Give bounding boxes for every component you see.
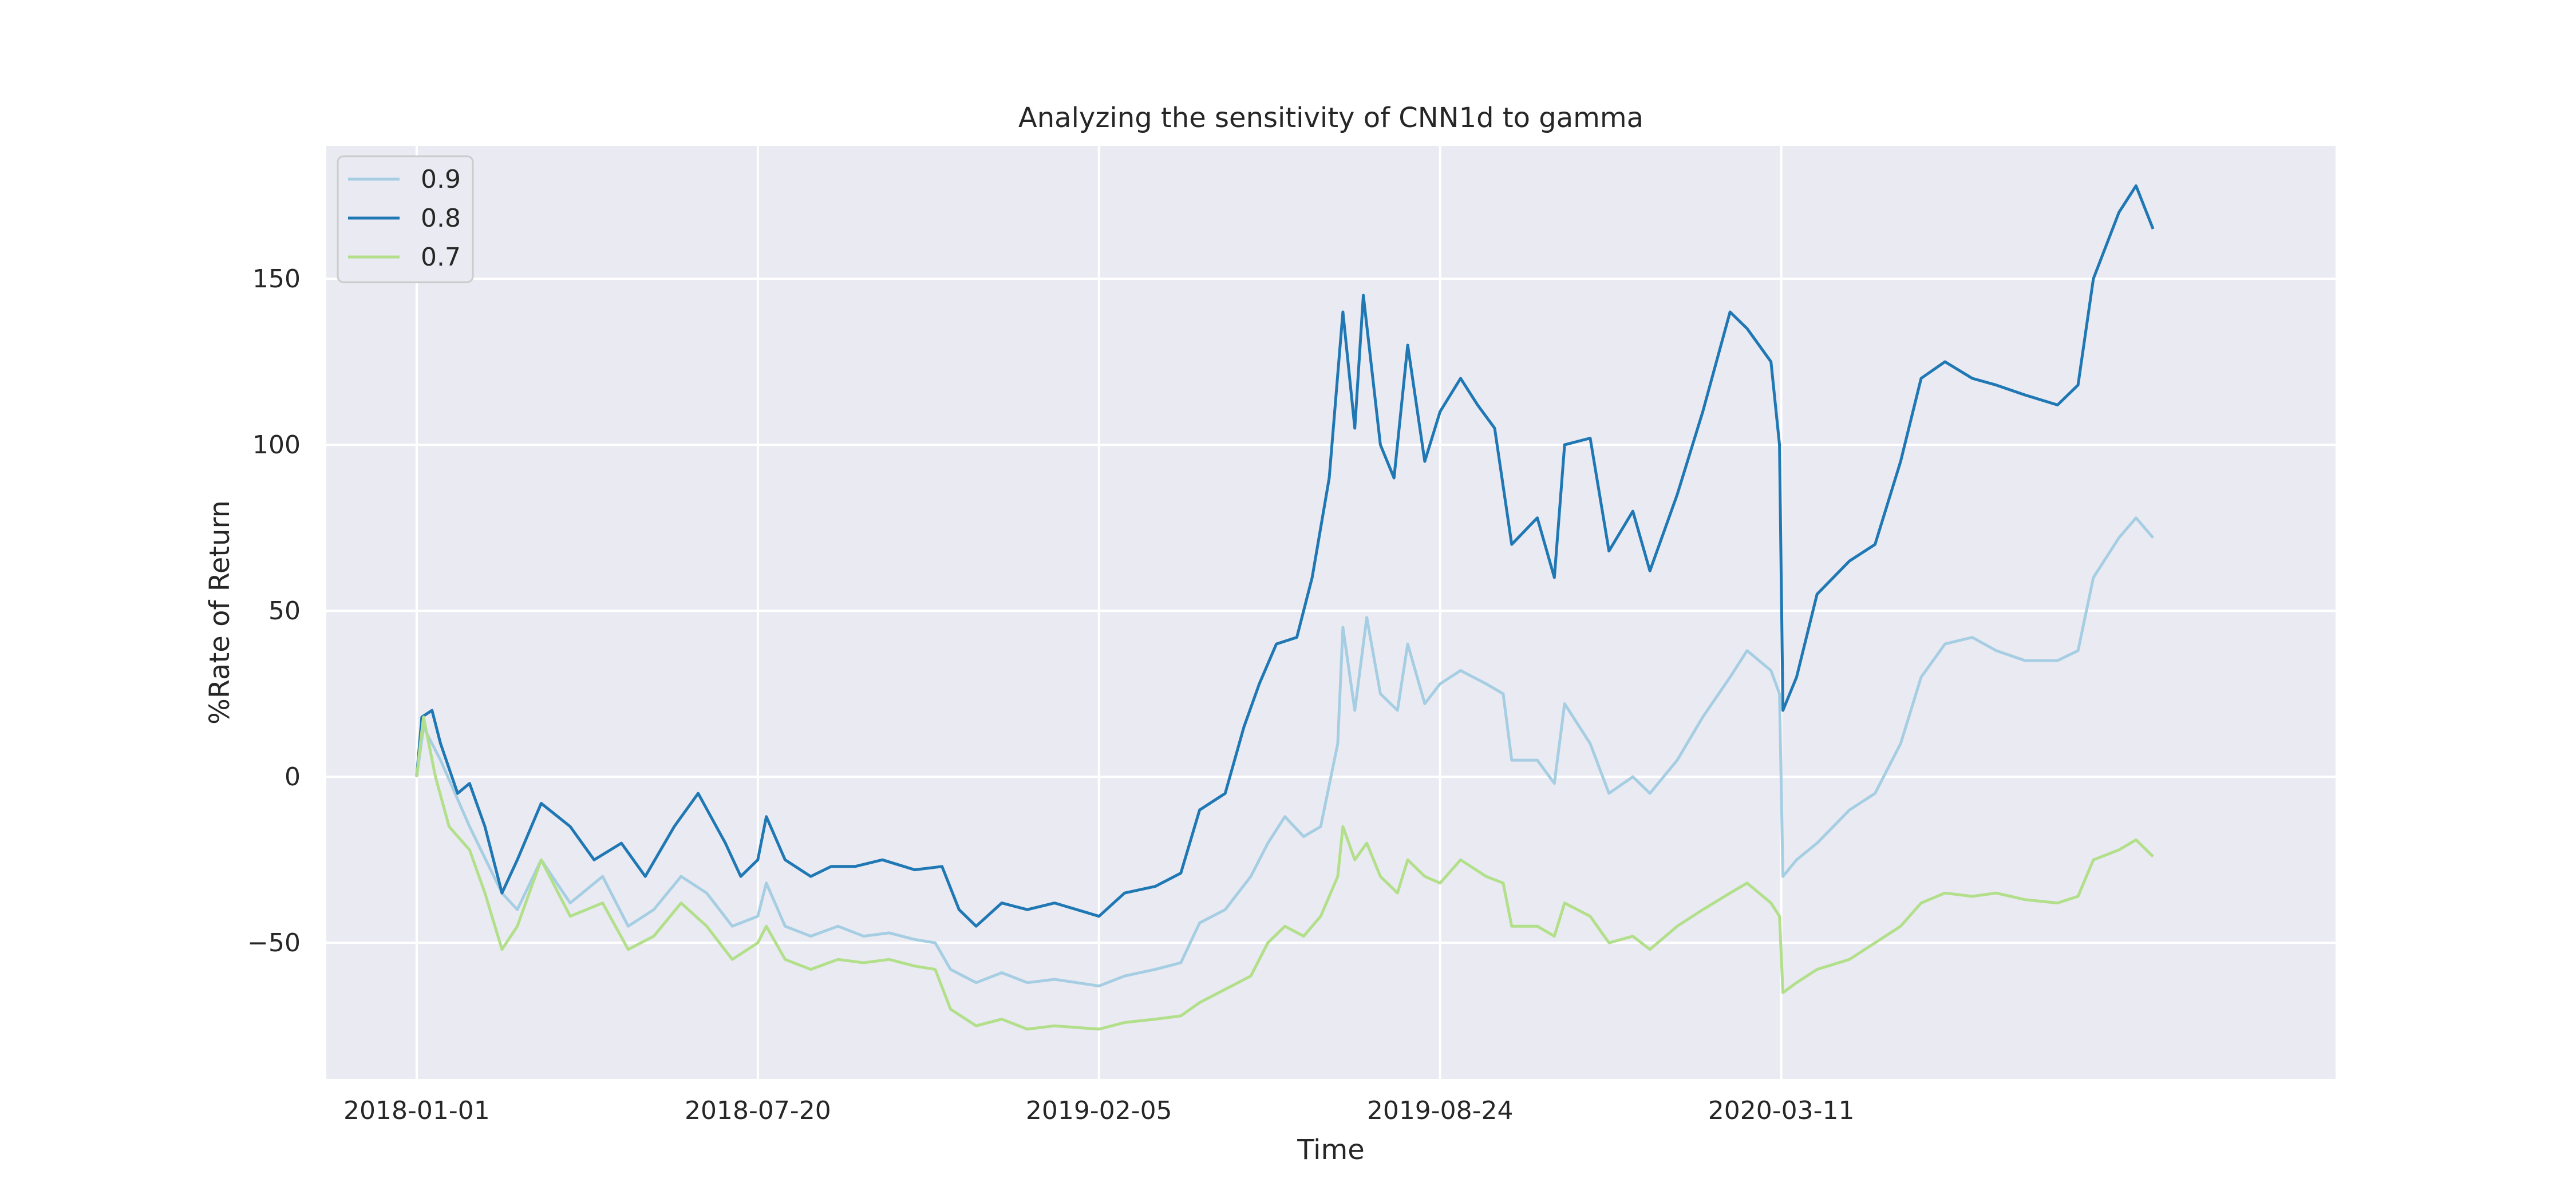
x-tick-label: 2018-01-01 <box>343 1096 490 1125</box>
series-layer <box>415 184 2155 1031</box>
x-gridlines <box>415 146 1783 1079</box>
y-tick-label: 100 <box>252 430 301 460</box>
series-line-0.8 <box>415 184 2155 928</box>
legend-label: 0.9 <box>421 165 461 194</box>
plot-area <box>326 146 2336 1079</box>
x-tick-labels: 2018-01-01 2018-07-20 2019-02-05 2019-08-24… <box>343 1096 1854 1125</box>
y-tick-labels: −50 0 50 100 150 <box>247 264 301 958</box>
series-line-0.9 <box>415 516 2155 988</box>
x-tick-label: 2018-07-20 <box>685 1096 831 1125</box>
chart-title: Analyzing the sensitivity of CNN1d to ga… <box>1018 102 1643 134</box>
x-axis-label: Time <box>1297 1134 1364 1166</box>
x-tick-label: 2019-08-24 <box>1367 1096 1514 1125</box>
legend-frame <box>337 155 474 283</box>
y-axis-label: %Rate of Return <box>204 500 236 725</box>
legend: 0.9 0.8 0.7 <box>337 155 474 283</box>
y-gridlines <box>326 278 2336 944</box>
legend-label: 0.8 <box>421 204 461 233</box>
x-tick-label: 2020-03-11 <box>1708 1096 1855 1125</box>
legend-label: 0.7 <box>421 243 461 272</box>
y-tick-label: −50 <box>247 928 301 958</box>
y-tick-label: 50 <box>268 596 301 626</box>
y-tick-label: 0 <box>285 762 301 792</box>
series-line-0.7 <box>415 715 2154 1031</box>
y-tick-label: 150 <box>252 264 301 294</box>
x-tick-label: 2019-02-05 <box>1026 1096 1172 1125</box>
